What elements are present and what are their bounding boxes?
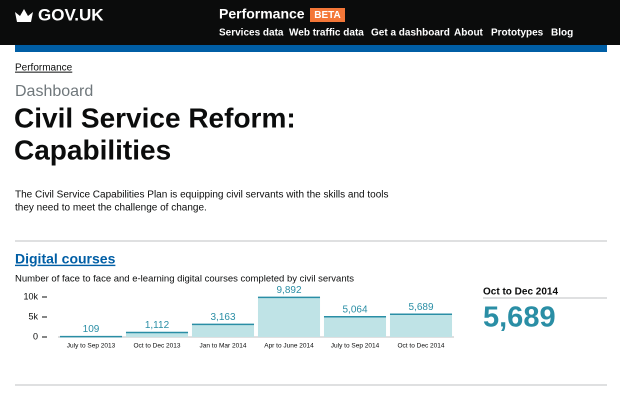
value-label: 5,064: [342, 304, 367, 315]
nav: Services data Web traffic data Get a dashb…: [219, 28, 573, 39]
y-tick-label: 0: [33, 331, 38, 341]
page-title: Civil Service Reform:: [14, 102, 296, 133]
kicker: Dashboard: [15, 83, 93, 100]
value-label: 109: [83, 324, 100, 335]
bar: [257, 297, 321, 337]
nav-link[interactable]: Services data: [219, 28, 284, 39]
nav-link[interactable]: Blog: [551, 28, 573, 39]
nav-link[interactable]: Prototypes: [491, 28, 544, 39]
nav-link[interactable]: Web traffic data: [289, 28, 364, 39]
crown-icon: [15, 9, 33, 22]
page-title: Capabilities: [14, 134, 171, 165]
header-rule: [15, 45, 607, 52]
latest-value: 5,689: [483, 302, 556, 334]
logo[interactable]: GOV.UK: [38, 5, 104, 24]
value-label: 1,112: [145, 320, 170, 331]
header-bar: [0, 0, 620, 45]
y-tick-label: 5k: [28, 311, 38, 321]
nav-link[interactable]: Get a dashboard: [371, 28, 450, 39]
chart-title: Number of face to face and e-learning di…: [15, 274, 354, 285]
description: they need to meet the challenge of chang…: [15, 203, 207, 214]
nav-link[interactable]: About: [454, 28, 484, 39]
beta-tag: BETA: [314, 10, 340, 21]
bar: [323, 316, 387, 337]
x-tick-label: Jan to Mar 2014: [200, 343, 247, 350]
breadcrumb[interactable]: Performance: [15, 63, 73, 74]
value-label: 5,689: [408, 302, 433, 313]
latest-period: Oct to Dec 2014: [483, 287, 558, 298]
section-title[interactable]: Digital courses: [15, 251, 116, 267]
bar: [191, 324, 255, 337]
x-tick-label: Apr to June 2014: [264, 343, 314, 350]
value-label: 3,163: [210, 312, 235, 323]
x-tick-label: Oct to Dec 2014: [398, 343, 445, 350]
x-tick-label: July to Sep 2014: [331, 343, 380, 350]
value-label: 9,892: [276, 285, 301, 296]
description: The Civil Service Capabilities Plan is e…: [15, 190, 389, 201]
x-tick-label: July to Sep 2013: [67, 343, 116, 350]
y-tick-label: 10k: [23, 291, 38, 301]
bar: [389, 314, 453, 337]
product-name[interactable]: Performance: [219, 6, 305, 22]
bar: [125, 332, 189, 337]
beta-tag-bg: [310, 8, 345, 22]
x-tick-label: Oct to Dec 2013: [134, 343, 181, 350]
